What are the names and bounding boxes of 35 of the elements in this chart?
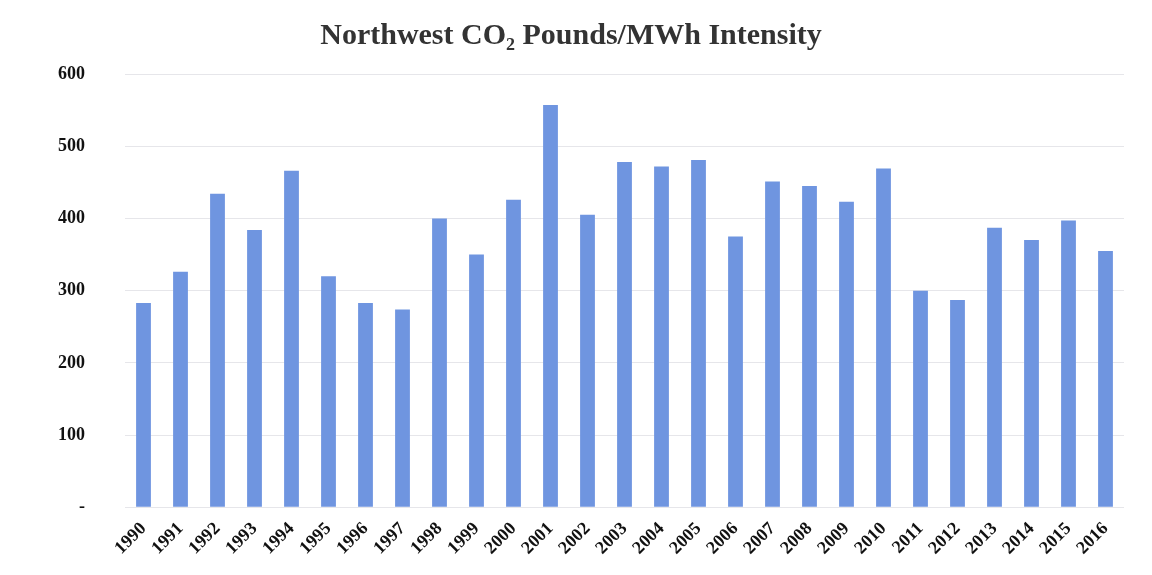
bar [617,162,632,507]
bar [358,302,373,507]
bar [432,218,447,507]
bar [1098,250,1113,507]
bar [543,105,558,507]
bar [1024,240,1039,507]
chart-title: Northwest CO₂ Pounds/MWh Intensity [320,16,822,50]
bar [654,166,669,507]
bar [987,227,1002,507]
bar [1061,220,1076,507]
y-tick-label: 100 [58,423,85,444]
bar [173,271,188,507]
bar [321,276,336,507]
bar [580,214,595,507]
y-tick-label: 500 [58,134,85,155]
bar [136,302,151,507]
bar [284,170,299,507]
bar [506,199,521,507]
bar [395,309,410,507]
y-tick-label: 200 [58,351,85,372]
bar [950,300,965,507]
bar [876,168,891,507]
bar [728,236,743,507]
bar [469,254,484,507]
bar [913,290,928,507]
bar [210,193,225,507]
bar [765,181,780,507]
y-tick-label: - [79,495,85,516]
y-tick-label: 600 [58,62,85,83]
y-tick-label: 400 [58,207,85,228]
y-tick-label: 300 [58,279,85,300]
bar [247,229,262,507]
bar [802,185,817,507]
bar [839,201,854,507]
bar [691,159,706,507]
